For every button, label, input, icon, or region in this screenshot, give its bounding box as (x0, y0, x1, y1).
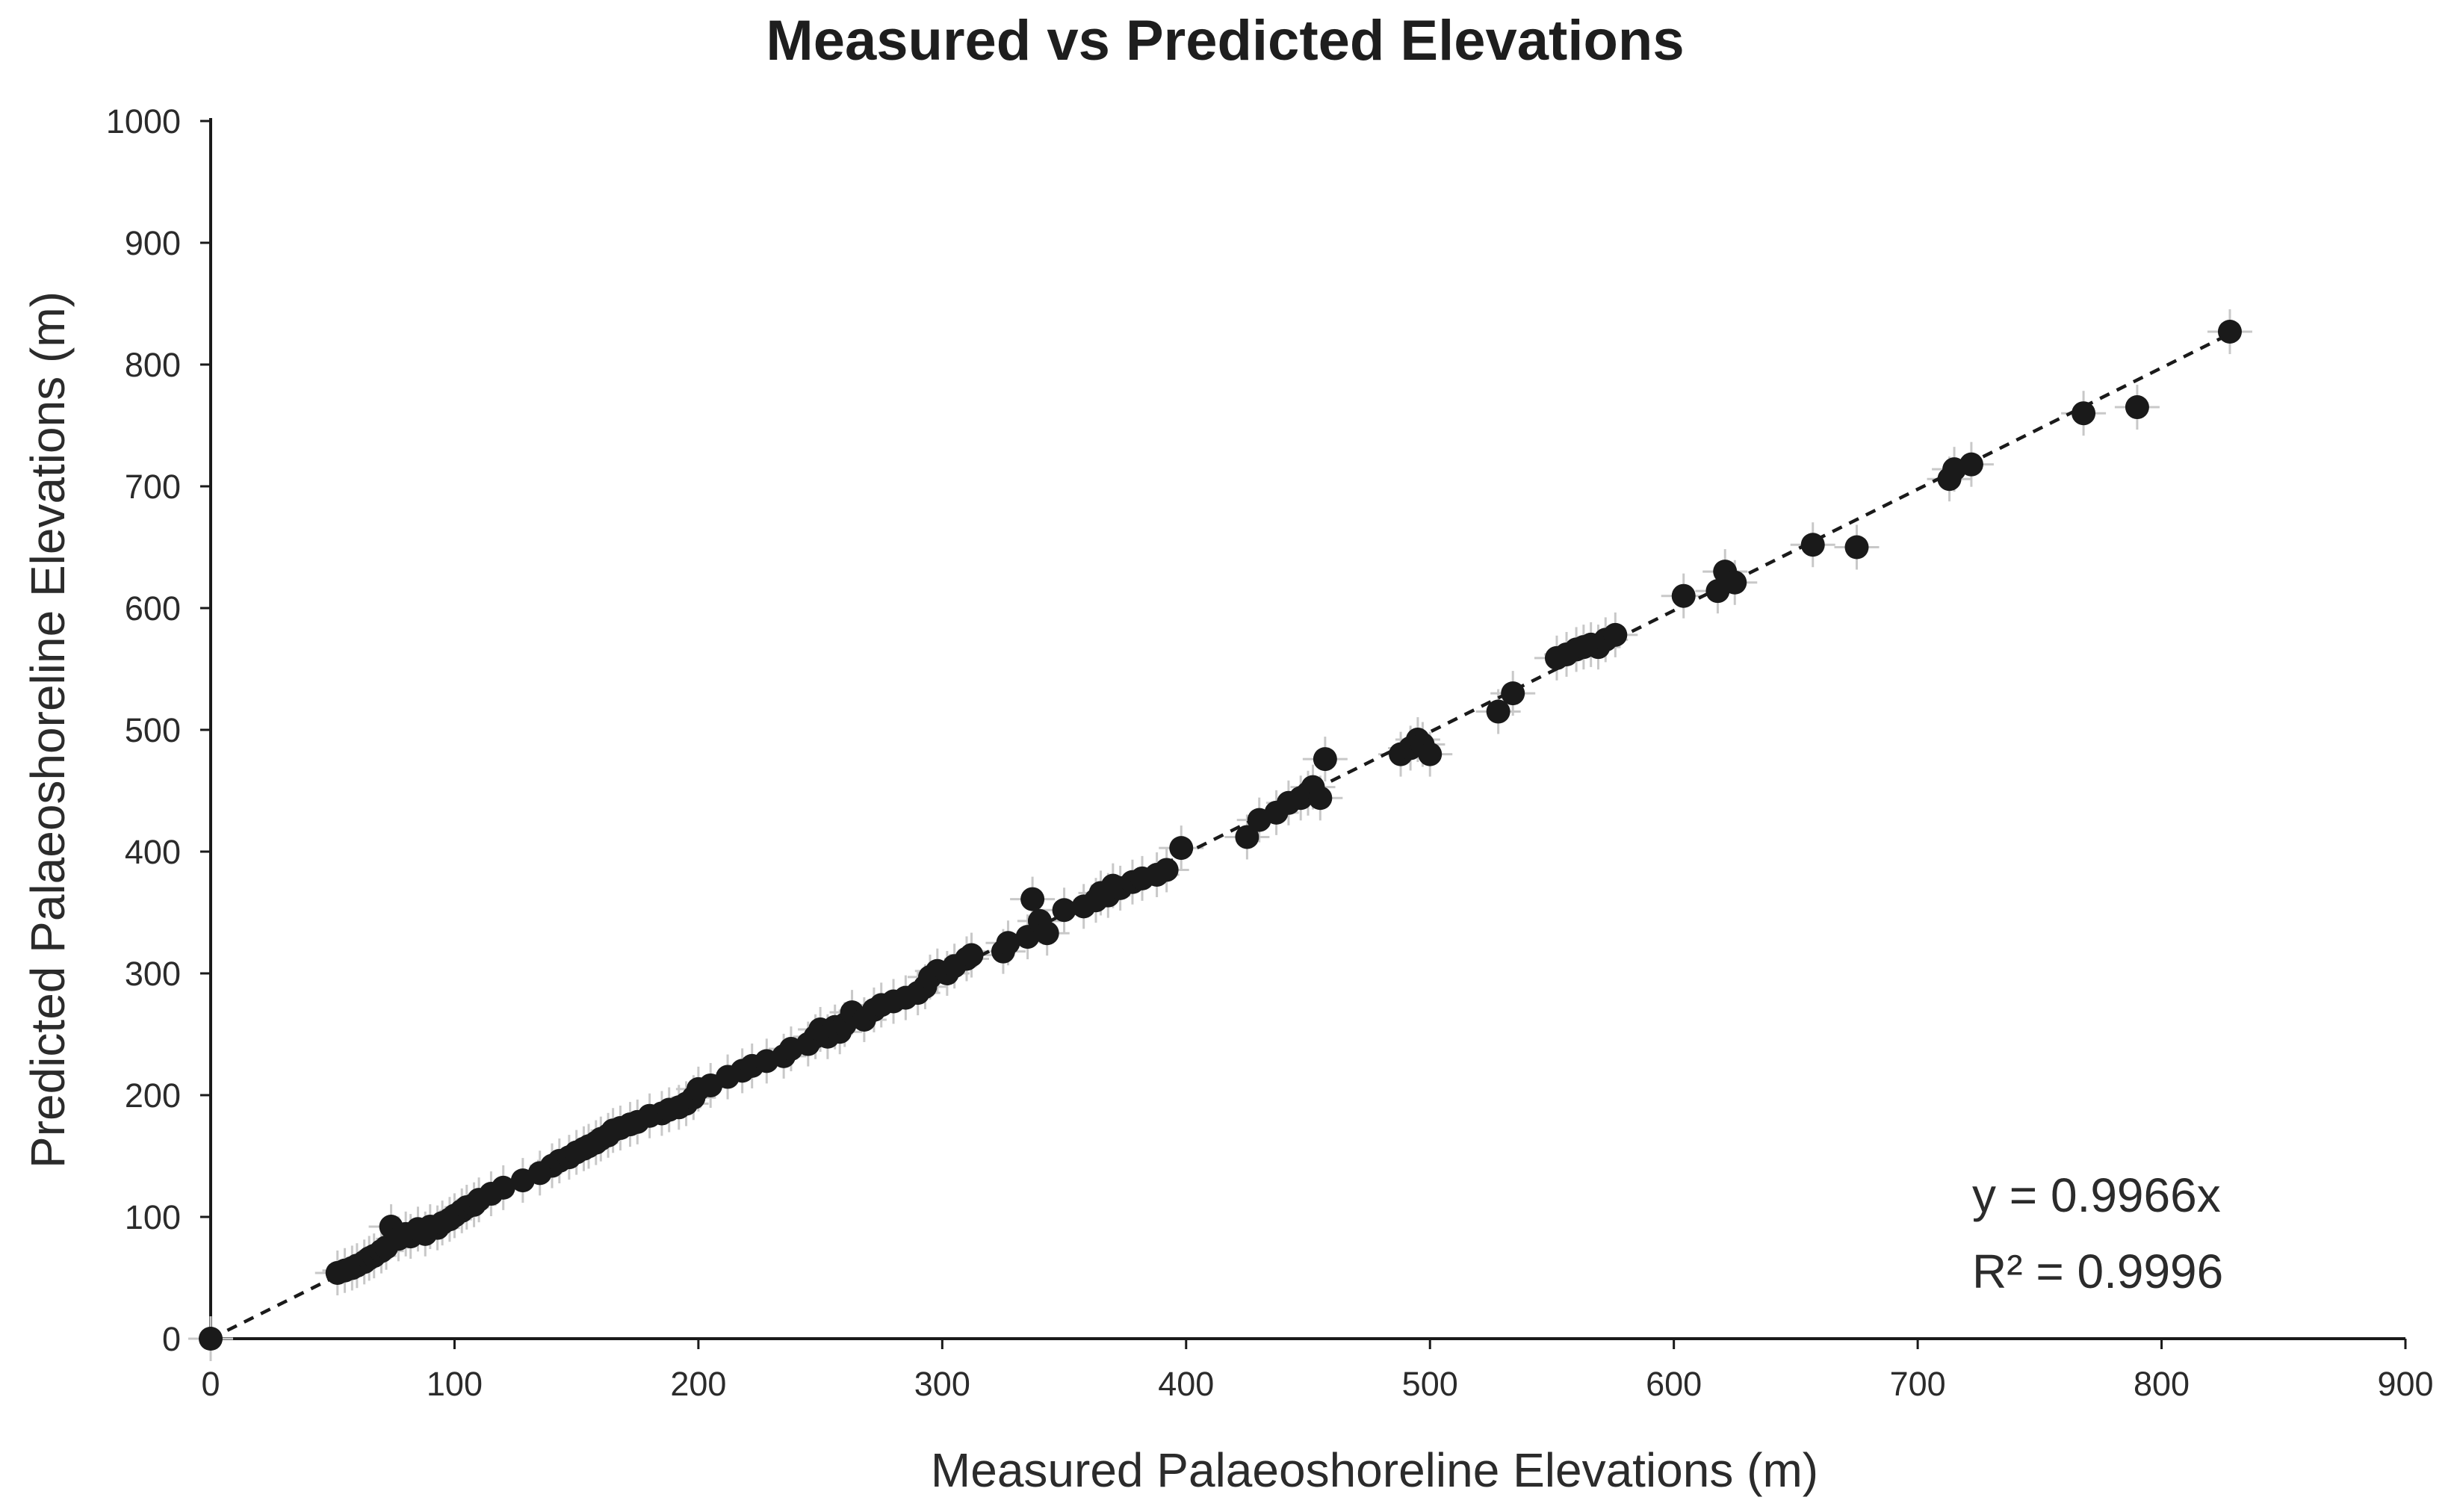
x-tick-label: 700 (1890, 1365, 1946, 1403)
data-point (1313, 747, 1337, 772)
data-point (1723, 570, 1747, 595)
y-axis-label: Predicted Palaeoshoreline Elevations (m) (21, 291, 75, 1168)
y-tick-label: 600 (125, 589, 181, 628)
y-tick-label: 900 (125, 224, 181, 262)
x-tick-label: 500 (1402, 1365, 1458, 1403)
data-point (1035, 921, 1059, 946)
data-point (1844, 535, 1869, 560)
data-point (2125, 395, 2149, 420)
data-point (1169, 836, 1194, 861)
data-point (491, 1175, 515, 1200)
x-tick-label: 100 (427, 1365, 483, 1403)
data-point (2072, 401, 2096, 426)
axes: 0 100 200 300 400 500 600 700 800 900 0 100 200 300 40… (106, 102, 2434, 1403)
x-axis-label: Measured Palaeoshoreline Elevations (m) (931, 1443, 1818, 1497)
data-point (2217, 319, 2242, 344)
y-tick-label: 200 (125, 1076, 181, 1115)
y-tick-label: 100 (125, 1198, 181, 1236)
x-tick-label: 200 (670, 1365, 726, 1403)
y-tick-label: 800 (125, 346, 181, 384)
y-tick-label: 500 (125, 711, 181, 749)
x-tick-label: 400 (1158, 1365, 1214, 1403)
data-point (1800, 533, 1825, 557)
data-point (1154, 858, 1179, 882)
data-point (1671, 583, 1696, 608)
y-tick-label: 400 (125, 833, 181, 871)
data-point (959, 943, 984, 967)
data-point (199, 1327, 223, 1351)
y-tick-label: 700 (125, 468, 181, 506)
y-tick-label: 300 (125, 955, 181, 993)
data-point (1235, 825, 1259, 849)
x-tick-label: 900 (2377, 1365, 2433, 1403)
data-point (1418, 742, 1443, 766)
data-points (199, 319, 2242, 1351)
data-point (1501, 681, 1525, 706)
data-point (1020, 887, 1045, 911)
r-squared-annotation: R² = 0.9996 (1972, 1245, 2223, 1298)
y-tick-label: 1000 (106, 102, 181, 140)
y-tick-label: 0 (162, 1320, 181, 1358)
data-point (1308, 786, 1333, 811)
x-tick-label: 300 (914, 1365, 970, 1403)
x-tick-label: 800 (2134, 1365, 2190, 1403)
data-point (1052, 898, 1076, 923)
data-point (1959, 452, 1983, 477)
data-point (996, 931, 1020, 955)
chart-title: Measured vs Predicted Elevations (766, 9, 1684, 72)
data-point (1603, 622, 1628, 647)
x-tick-label: 0 (201, 1365, 220, 1403)
x-tick-label: 600 (1646, 1365, 1702, 1403)
data-point (1486, 699, 1510, 724)
equation-annotation: y = 0.9966x (1972, 1168, 2221, 1222)
